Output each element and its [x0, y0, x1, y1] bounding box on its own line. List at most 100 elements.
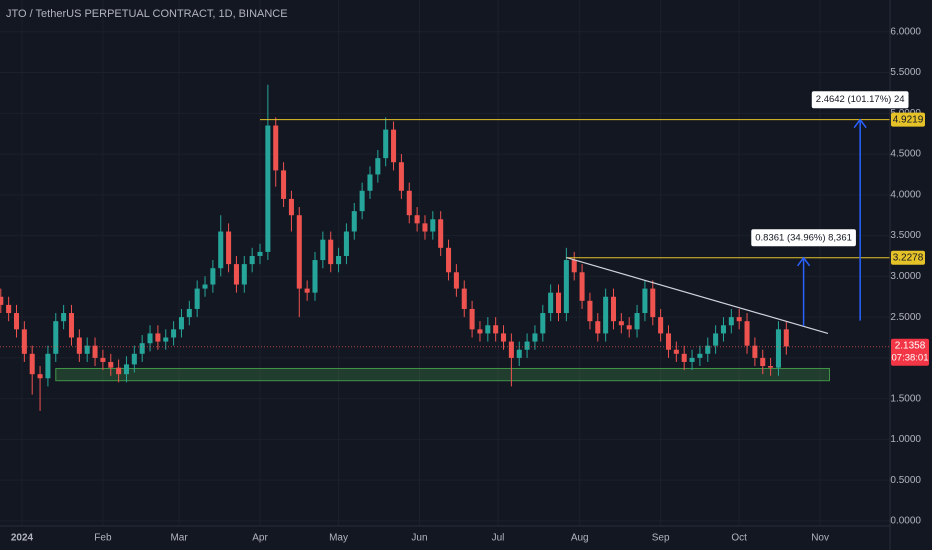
candle-body: [257, 251, 263, 256]
candle-body: [218, 231, 224, 269]
y-tick-label: 1.0000: [890, 434, 921, 445]
y-tick-label: 1.5000: [890, 393, 921, 404]
level-price-tag: [891, 250, 925, 265]
candle-body: [610, 296, 617, 322]
candle-body: [367, 174, 373, 191]
candle-body: [571, 260, 577, 273]
candle-body: [595, 321, 601, 334]
candle-body: [100, 357, 106, 362]
candle-body: [532, 333, 538, 342]
candle-body: [665, 333, 671, 350]
candle-body: [555, 292, 562, 314]
y-tick-label: 4.5000: [890, 149, 921, 160]
candle-body: [650, 288, 656, 318]
candle-body: [6, 304, 12, 314]
candle-body: [147, 333, 153, 344]
x-tick-label: Oct: [731, 533, 747, 544]
x-tick-label: Sep: [652, 533, 670, 544]
candle-body: [422, 223, 428, 232]
candle-body: [45, 353, 51, 379]
candle-body: [697, 353, 703, 358]
candle-body: [626, 325, 632, 330]
candle-body: [343, 231, 349, 256]
candle-body: [728, 317, 734, 326]
candle-body: [375, 158, 381, 175]
candle-body: [469, 308, 475, 330]
candle-body: [328, 239, 334, 265]
candle-body: [658, 317, 664, 334]
candle-body: [446, 247, 452, 273]
level-price-label: 3.2278: [893, 252, 924, 263]
candle-body: [178, 317, 184, 330]
support-zone: [55, 367, 831, 382]
candle-body: [579, 272, 585, 301]
candle-body: [477, 329, 483, 334]
measure-label: 2.4642 (101.17%) 24: [816, 94, 905, 105]
x-tick-label: Jul: [492, 533, 505, 544]
candle-body: [618, 321, 624, 326]
measure-label: 0.8361 (34.96%) 8,361: [755, 232, 852, 243]
candle-body: [68, 313, 74, 338]
y-tick-label: 0.5000: [890, 475, 921, 486]
countdown-label: 07:38:01: [892, 352, 929, 363]
level-price-label: 4.9219: [893, 114, 924, 125]
candle-body: [681, 353, 687, 362]
candle-body: [634, 313, 640, 330]
candle-body: [391, 129, 397, 163]
candle-body: [202, 284, 208, 289]
candle-body: [689, 357, 695, 362]
candle-body: [312, 260, 318, 293]
candle-body: [351, 211, 357, 232]
candle-body: [453, 272, 459, 289]
candle-body: [53, 321, 59, 354]
last-price-tag: [891, 338, 929, 366]
candle-body: [775, 329, 781, 368]
candle-body: [233, 264, 239, 285]
y-tick-label: 3.0000: [890, 271, 921, 282]
candle-body: [406, 190, 412, 216]
candle-body: [548, 292, 554, 314]
candle-body: [21, 329, 27, 354]
candle-body: [540, 313, 546, 334]
candle-body: [29, 353, 35, 375]
candle-body: [131, 353, 137, 365]
candle-body: [485, 325, 491, 334]
candle-body: [642, 288, 648, 314]
candle-body: [84, 345, 90, 354]
candle-body: [713, 333, 719, 346]
candle-body: [501, 333, 507, 342]
candle-body: [61, 313, 67, 322]
candle-body: [210, 268, 216, 285]
candle-body: [116, 367, 122, 375]
last-price-label: 2.1358: [895, 340, 926, 351]
x-tick-label: Aug: [571, 533, 589, 544]
candle-body: [359, 190, 365, 212]
candle-body: [163, 337, 169, 342]
measure-label-box: [811, 91, 909, 109]
x-tick-label: 2024: [11, 533, 34, 544]
candle-body: [673, 349, 679, 354]
candle-body: [123, 364, 129, 375]
candle-body: [13, 313, 20, 330]
candle-body: [320, 239, 326, 261]
candle-body: [0, 296, 4, 305]
candle-body: [705, 345, 711, 354]
candle-body: [516, 349, 522, 358]
candle-body: [736, 317, 742, 322]
x-tick-label: Mar: [170, 533, 188, 544]
candle-body: [752, 345, 758, 358]
candle-body: [508, 341, 514, 358]
candle-body: [155, 333, 161, 342]
candle-body: [398, 162, 404, 191]
candle-body: [563, 260, 569, 314]
candle-body: [265, 125, 271, 252]
candle-body: [226, 231, 232, 265]
candle-body: [414, 215, 420, 224]
chart-title: JTO / TetherUS PERPETUAL CONTRACT, 1D, B…: [6, 8, 288, 20]
y-tick-label: 3.5000: [890, 230, 921, 241]
candle-body: [587, 300, 593, 322]
candle-body: [186, 308, 192, 318]
candle-body: [296, 215, 302, 289]
candle-body: [768, 366, 774, 368]
